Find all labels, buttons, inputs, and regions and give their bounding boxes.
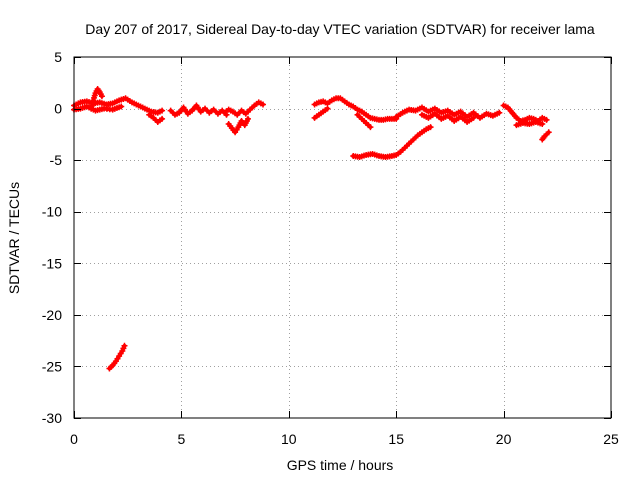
- y-axis-label: SDTVAR / TECUs: [6, 182, 22, 294]
- data-point: [260, 101, 267, 108]
- x-tick-label: 25: [603, 431, 619, 447]
- data-point: [98, 93, 105, 100]
- y-tick-label: 0: [54, 101, 62, 117]
- tick-layer: 0 5 10 15 20 25 5 0 -5 -10 -15 -20 -25 -30: [42, 49, 619, 447]
- y-tick-label: 5: [54, 49, 62, 65]
- y-tick-label: -15: [42, 255, 62, 271]
- data-point: [159, 115, 166, 122]
- y-tick-label: -20: [42, 307, 62, 323]
- y-tick-label: -10: [42, 204, 62, 220]
- data-layer: [71, 85, 552, 372]
- y-tick-label: -30: [42, 410, 62, 426]
- data-point: [543, 116, 550, 123]
- x-tick-label: 20: [496, 431, 512, 447]
- x-axis-label: GPS time / hours: [287, 457, 394, 473]
- plot-frame: [73, 56, 612, 419]
- data-point: [367, 124, 374, 131]
- x-tick-label: 15: [388, 431, 404, 447]
- x-tick-label: 5: [178, 431, 186, 447]
- data-point: [496, 109, 503, 116]
- data-point: [470, 114, 477, 121]
- data-point: [539, 121, 546, 128]
- data-point: [118, 103, 125, 110]
- data-point: [159, 107, 166, 114]
- x-tick-label: 10: [281, 431, 297, 447]
- data-point: [545, 129, 552, 136]
- y-tick-label: -25: [42, 358, 62, 374]
- data-point: [324, 105, 331, 112]
- chart-title: Day 207 of 2017, Sidereal Day-to-day VTE…: [85, 21, 595, 37]
- y-tick-label: -5: [50, 152, 63, 168]
- data-point: [427, 124, 434, 131]
- data-point: [244, 115, 251, 122]
- x-tick-label: 0: [70, 431, 78, 447]
- data-point: [121, 342, 128, 349]
